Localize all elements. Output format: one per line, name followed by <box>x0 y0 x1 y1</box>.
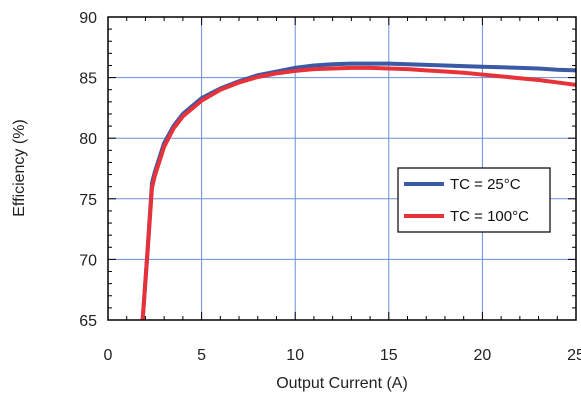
x-tick-label-10: 10 <box>286 347 304 364</box>
x-tick-label-20: 20 <box>474 347 492 364</box>
y-axis-title: Efficiency (%) <box>11 119 28 217</box>
y-tick-label-80: 80 <box>79 131 97 148</box>
plot-frame <box>107 16 577 321</box>
legend-label-tc25: TC = 25°C <box>450 176 521 193</box>
y-tick-label-70: 70 <box>79 252 97 269</box>
x-tick-label-25: 25 <box>567 347 581 364</box>
x-axis-title: Output Current (A) <box>276 375 408 392</box>
y-tick-label-85: 85 <box>79 71 97 88</box>
legend-box <box>397 167 551 233</box>
y-tick-label-65: 65 <box>79 313 97 330</box>
legend-label-tc100: TC = 100°C <box>450 208 529 225</box>
axis-ticks: 0 5 10 15 20 25 65 70 75 80 85 90 <box>79 10 581 364</box>
legend: TC = 25°C TC = 100°C <box>397 167 551 233</box>
x-tick-label-5: 5 <box>197 347 206 364</box>
y-tick-label-90: 90 <box>79 10 97 27</box>
y-tick-label-75: 75 <box>79 192 97 209</box>
series-layer <box>140 61 576 320</box>
series-line-tc100 <box>140 65 576 320</box>
x-tick-label-15: 15 <box>380 347 398 364</box>
x-tick-label-0: 0 <box>104 347 113 364</box>
